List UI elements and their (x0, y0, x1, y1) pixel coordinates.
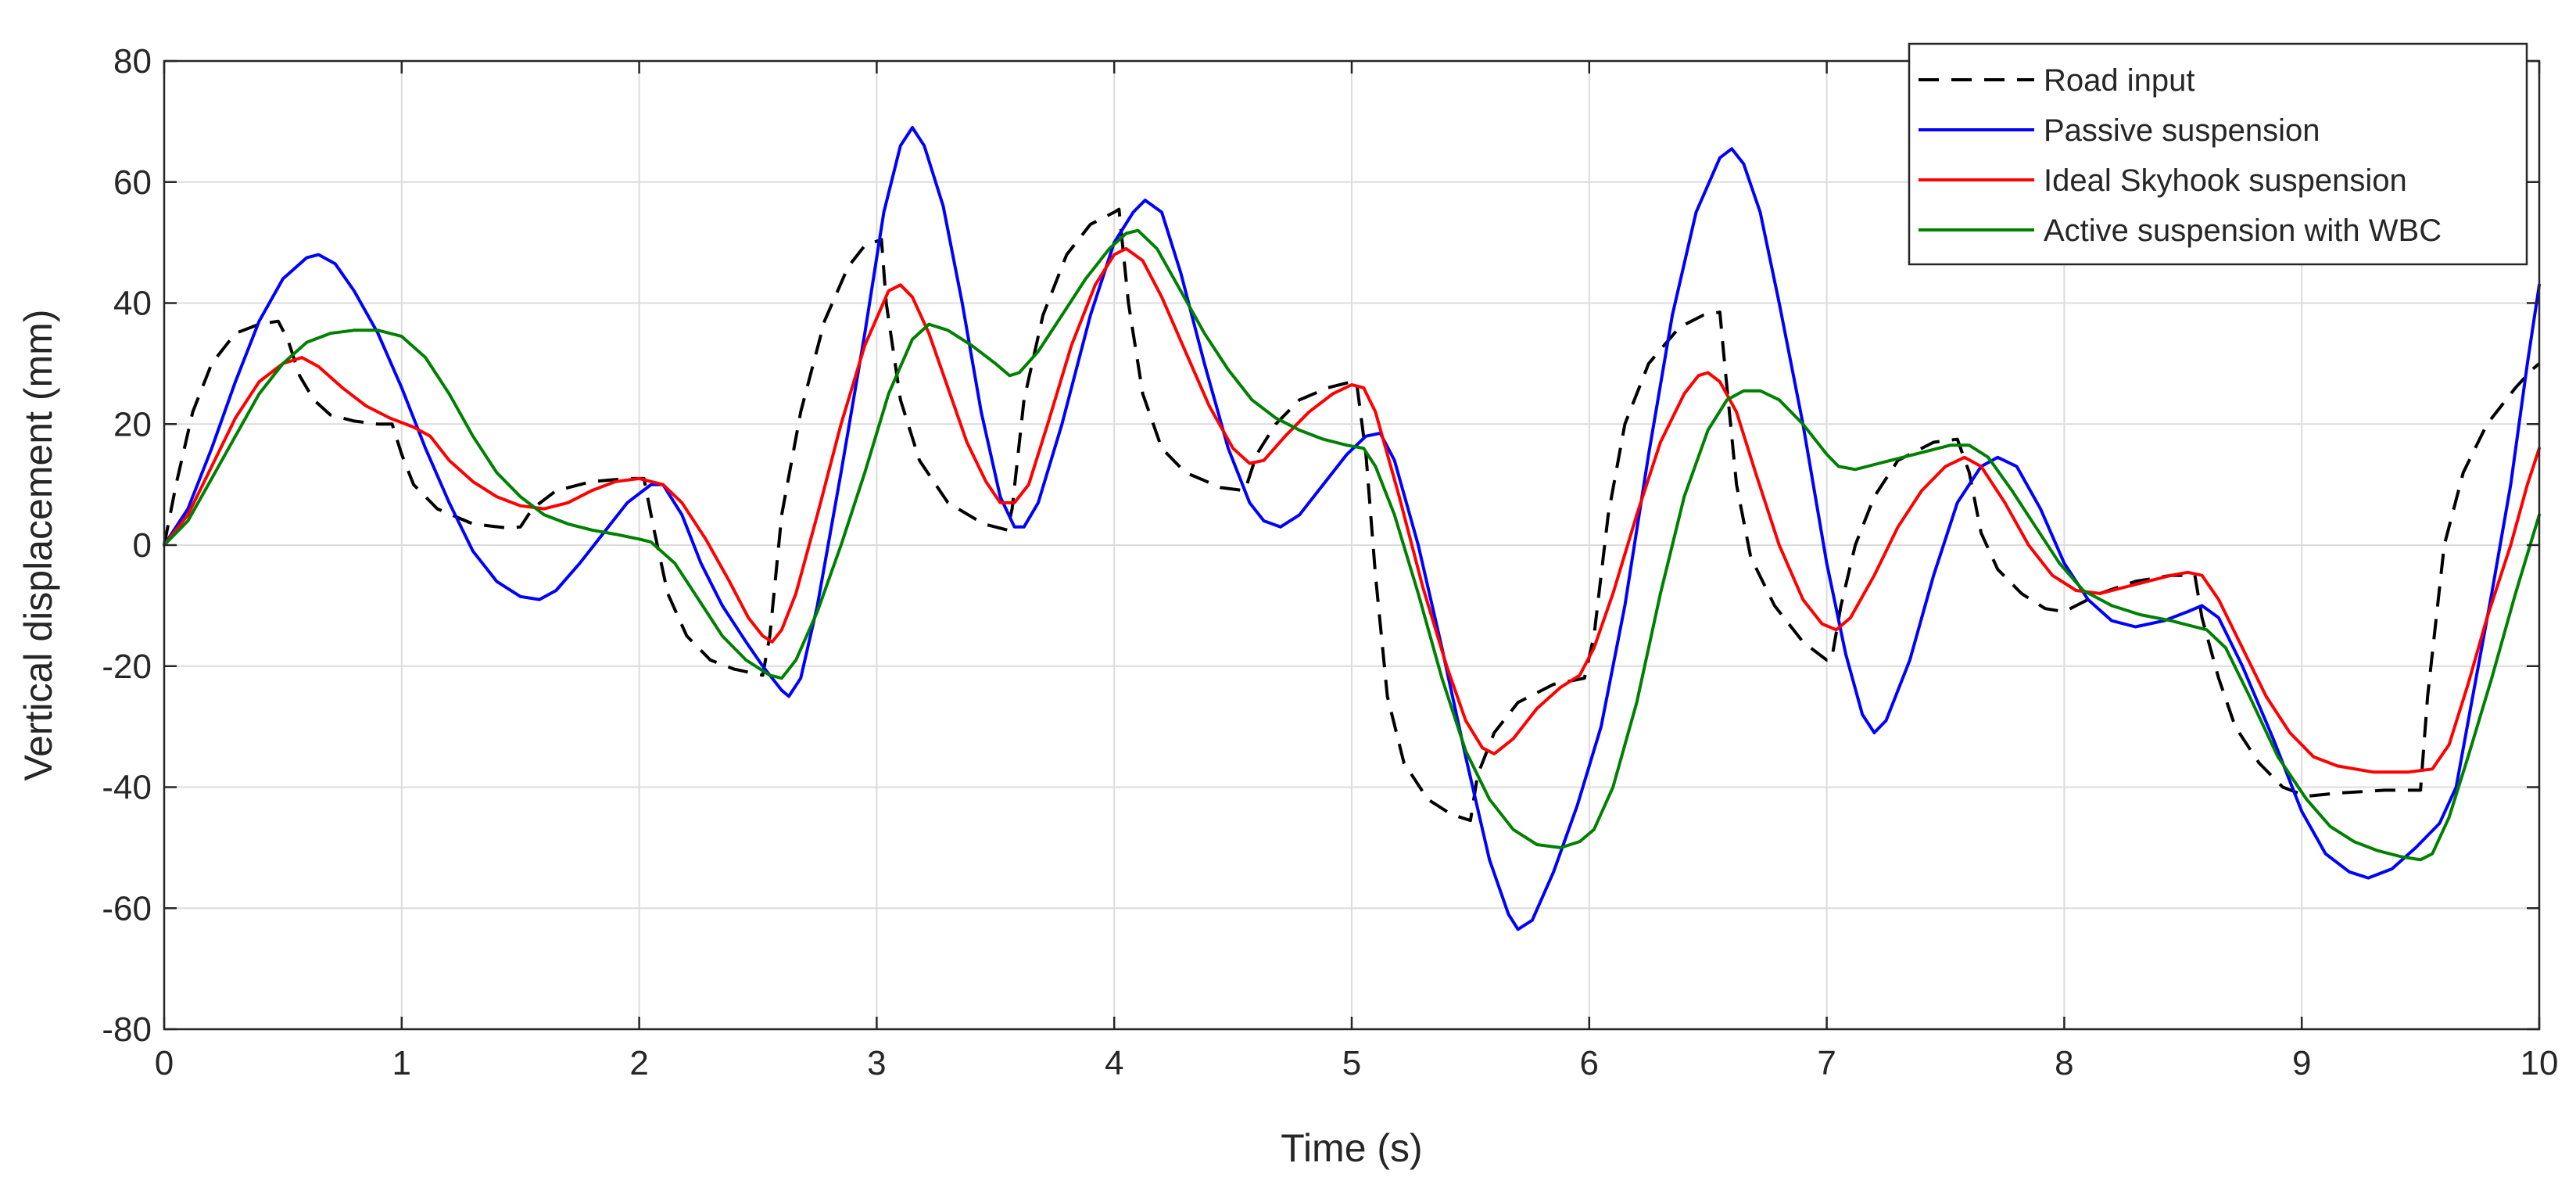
legend-box (1908, 42, 2528, 266)
x-tick-label: 0 (155, 1044, 174, 1082)
x-tick-label: 9 (2292, 1044, 2311, 1082)
y-tick-label: -80 (102, 1010, 152, 1049)
series-line-2 (163, 126, 2541, 931)
x-axis-label: Time (s) (1281, 1126, 1422, 1170)
y-tick-label: 60 (113, 163, 152, 202)
x-tick-label: 4 (1105, 1044, 1123, 1082)
y-tick-label: -20 (102, 648, 152, 686)
x-tick-label: 3 (867, 1044, 886, 1082)
series-group (163, 126, 2541, 931)
y-tick-label: 40 (113, 285, 152, 323)
x-tick-label: 10 (2520, 1044, 2559, 1082)
legend-label: Passive suspension (2044, 113, 2320, 148)
x-tick-label: 8 (2055, 1044, 2073, 1082)
y-tick-label: 80 (113, 42, 152, 81)
y-ticks: -80 -60 -40 -20 0 20 40 60 80 (102, 42, 2539, 1049)
y-tick-label: 20 (113, 405, 152, 443)
legend: Road input Passive suspension Ideal Skyhoo… (1908, 42, 2528, 266)
series-line-4 (163, 228, 2541, 862)
x-tick-label: 5 (1342, 1044, 1361, 1082)
y-tick-label: -40 (102, 769, 152, 807)
x-ticks: 0 1 2 3 4 5 6 7 8 9 10 (155, 61, 2559, 1082)
legend-label: Ideal Skyhook suspension (2044, 163, 2407, 198)
x-tick-label: 7 (1817, 1044, 1836, 1082)
x-tick-label: 6 (1580, 1044, 1599, 1082)
y-tick-label: -60 (102, 889, 152, 928)
legend-label: Road input (2044, 63, 2194, 98)
x-tick-label: 2 (629, 1044, 648, 1082)
y-tick-label: 0 (133, 526, 152, 565)
x-tick-label: 1 (392, 1044, 411, 1082)
series-line-3 (163, 246, 2541, 774)
y-axis-label: Vertical displacement (mm) (16, 310, 60, 781)
series-line-1 (163, 207, 2541, 823)
legend-label: Active suspension with WBC (2044, 214, 2442, 248)
